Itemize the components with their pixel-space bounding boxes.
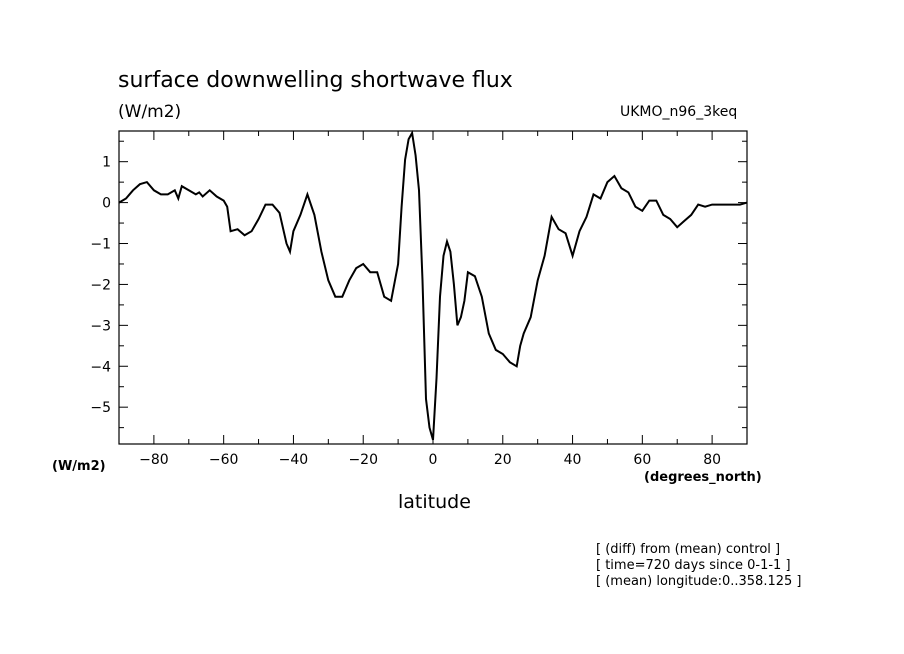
series-line: [118, 129, 748, 441]
x-tick-label: 20: [494, 452, 512, 468]
model-label: UKMO_n96_3keq: [620, 104, 738, 120]
x-axis-label: latitude: [398, 491, 471, 513]
plot-frame: [118, 130, 748, 445]
units-label: (W/m2): [118, 102, 182, 122]
y-tick-label: −1: [90, 237, 111, 253]
x-tick-label: 60: [633, 452, 651, 468]
x-axis-units: (degrees_north): [644, 470, 762, 485]
chart-title: surface downwelling shortwave flux: [118, 68, 513, 93]
y-tick-label: −3: [90, 318, 111, 334]
note-line-3: [ (mean) longitude:0..358.125 ]: [596, 574, 802, 589]
x-tick-label: 80: [703, 452, 721, 468]
y-tick-label: −2: [90, 277, 111, 293]
y-tick-label: −5: [90, 400, 111, 416]
x-tick-label: 40: [564, 452, 582, 468]
y-tick-label: 1: [102, 155, 111, 171]
y-tick-label: −4: [90, 359, 111, 375]
note-line-2: [ time=720 days since 0-1-1 ]: [596, 558, 791, 573]
x-tick-label: 0: [429, 452, 438, 468]
y-tick-label: 0: [102, 196, 111, 212]
x-tick-label: −20: [348, 452, 378, 468]
x-tick-label: −80: [139, 452, 169, 468]
x-tick-label: −60: [209, 452, 239, 468]
y-axis-units: (W/m2): [52, 459, 106, 474]
x-tick-label: −40: [279, 452, 309, 468]
note-line-1: [ (diff) from (mean) control ]: [596, 542, 781, 557]
